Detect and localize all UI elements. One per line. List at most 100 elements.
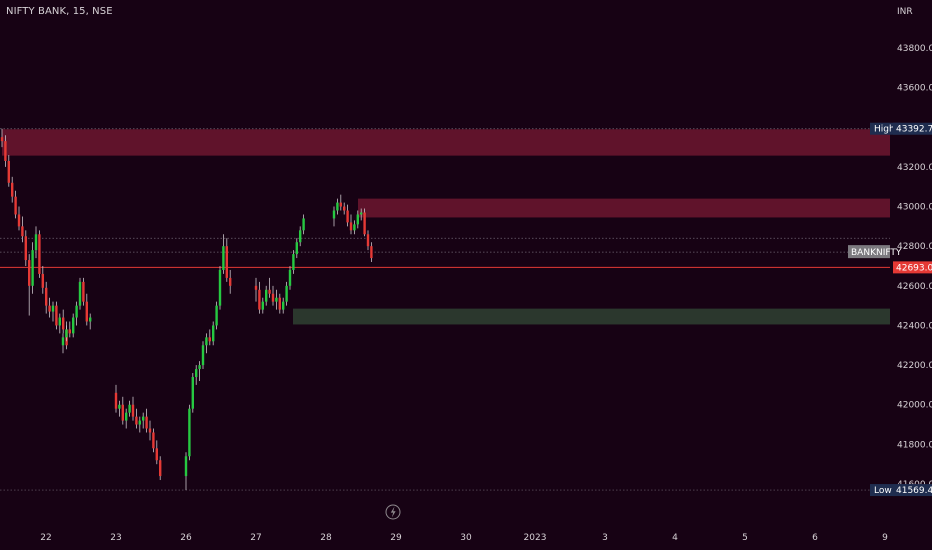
candle-up[interactable] — [261, 301, 264, 310]
candle-up[interactable] — [212, 325, 215, 342]
candle-down[interactable] — [343, 206, 346, 211]
candle-up[interactable] — [118, 404, 121, 409]
candle-down[interactable] — [14, 196, 17, 215]
candle-up[interactable] — [142, 416, 145, 421]
candle-up[interactable] — [58, 317, 61, 326]
candle-up[interactable] — [265, 289, 268, 302]
x-tick-label: 5 — [742, 533, 748, 543]
candle-down[interactable] — [271, 293, 275, 302]
candle-up[interactable] — [184, 456, 188, 477]
candle-up[interactable] — [128, 404, 131, 413]
candle-up[interactable] — [218, 269, 222, 306]
candle-down[interactable] — [4, 141, 7, 161]
candle-up[interactable] — [222, 246, 225, 270]
candle-up[interactable] — [292, 254, 295, 270]
candle-up[interactable] — [205, 337, 208, 346]
candle-down[interactable] — [68, 329, 71, 334]
candle-down[interactable] — [38, 234, 41, 274]
candle-up[interactable] — [356, 214, 359, 225]
resistance-zone[interactable] — [358, 198, 890, 218]
candle-down[interactable] — [346, 210, 349, 223]
candle-down[interactable] — [131, 404, 135, 417]
candle-up[interactable] — [295, 242, 298, 255]
candle-layer[interactable] — [0, 128, 373, 491]
candle-up[interactable] — [332, 210, 336, 219]
candle-up[interactable] — [61, 337, 65, 346]
candle-up[interactable] — [195, 369, 198, 377]
candle-down[interactable] — [28, 260, 31, 286]
candle-down[interactable] — [366, 234, 370, 247]
candle-down[interactable] — [370, 246, 373, 259]
candle-up[interactable] — [198, 365, 201, 370]
candle-up[interactable] — [353, 224, 356, 231]
candle-up[interactable] — [31, 250, 34, 286]
candle-down[interactable] — [24, 236, 27, 261]
candle-up[interactable] — [65, 329, 68, 338]
candle-down[interactable] — [45, 287, 48, 306]
candle-down[interactable] — [208, 337, 211, 342]
candle-up[interactable] — [360, 212, 363, 215]
resistance-zone[interactable] — [2, 129, 890, 156]
candle-up[interactable] — [51, 305, 55, 312]
candle-down[interactable] — [85, 301, 88, 322]
candle-up[interactable] — [78, 281, 82, 306]
candle-down[interactable] — [41, 273, 44, 288]
candle-up[interactable] — [138, 420, 141, 425]
candle-up[interactable] — [275, 297, 278, 302]
candle-down[interactable] — [62, 317, 65, 330]
candle-down[interactable] — [145, 416, 148, 429]
candle-down[interactable] — [229, 277, 232, 286]
candle-down[interactable] — [21, 226, 24, 237]
low-tag-label: Low — [874, 486, 892, 496]
candle-up[interactable] — [89, 317, 92, 322]
candle-down[interactable] — [339, 202, 342, 207]
candle-up[interactable] — [215, 305, 218, 326]
candle-up[interactable] — [299, 230, 302, 243]
candle-up[interactable] — [72, 317, 75, 334]
candle-down[interactable] — [114, 392, 118, 409]
candle-down[interactable] — [225, 246, 228, 278]
support-zone[interactable] — [293, 308, 890, 325]
candle-down[interactable] — [17, 214, 21, 227]
candle-down[interactable] — [363, 212, 366, 235]
candle-down[interactable] — [152, 432, 155, 449]
candle-down[interactable] — [11, 182, 14, 197]
low-tag-value: 41569.45 — [896, 486, 932, 496]
candle-down[interactable] — [159, 460, 162, 477]
high-tag-value: 43392.70 — [896, 125, 932, 135]
candle-down[interactable] — [148, 428, 152, 433]
candle-up[interactable] — [191, 376, 194, 409]
candle-up[interactable] — [188, 408, 191, 457]
x-tick-label: 23 — [110, 533, 121, 543]
candle-up[interactable] — [336, 202, 339, 211]
candle-up[interactable] — [125, 412, 128, 421]
lightning-icon[interactable] — [385, 504, 401, 520]
x-tick-label: 6 — [812, 533, 818, 543]
y-tick-label: 42000.00 — [897, 401, 932, 411]
candle-down[interactable] — [155, 448, 158, 461]
candle-down[interactable] — [48, 305, 51, 312]
candle-up[interactable] — [34, 234, 38, 251]
candle-up[interactable] — [75, 305, 78, 318]
candle-down[interactable] — [7, 160, 10, 183]
candle-up[interactable] — [285, 285, 288, 302]
candle-down[interactable] — [258, 289, 261, 310]
candle-down[interactable] — [278, 297, 281, 310]
candle-down[interactable] — [0, 137, 4, 142]
candle-down[interactable] — [55, 305, 58, 326]
candle-up[interactable] — [282, 301, 285, 310]
candle-down[interactable] — [349, 222, 353, 231]
candle-down[interactable] — [135, 416, 138, 425]
candle-down[interactable] — [268, 289, 271, 294]
candle-down[interactable] — [82, 281, 85, 302]
candle-down[interactable] — [121, 404, 124, 421]
candle-up[interactable] — [288, 269, 292, 286]
candle-up[interactable] — [201, 345, 205, 366]
candle-down[interactable] — [254, 285, 258, 290]
time-axis[interactable]: 22 23 26 27 28 29 30 2023 3 4 5 6 9 — [40, 533, 888, 543]
candle-up[interactable] — [302, 218, 305, 231]
